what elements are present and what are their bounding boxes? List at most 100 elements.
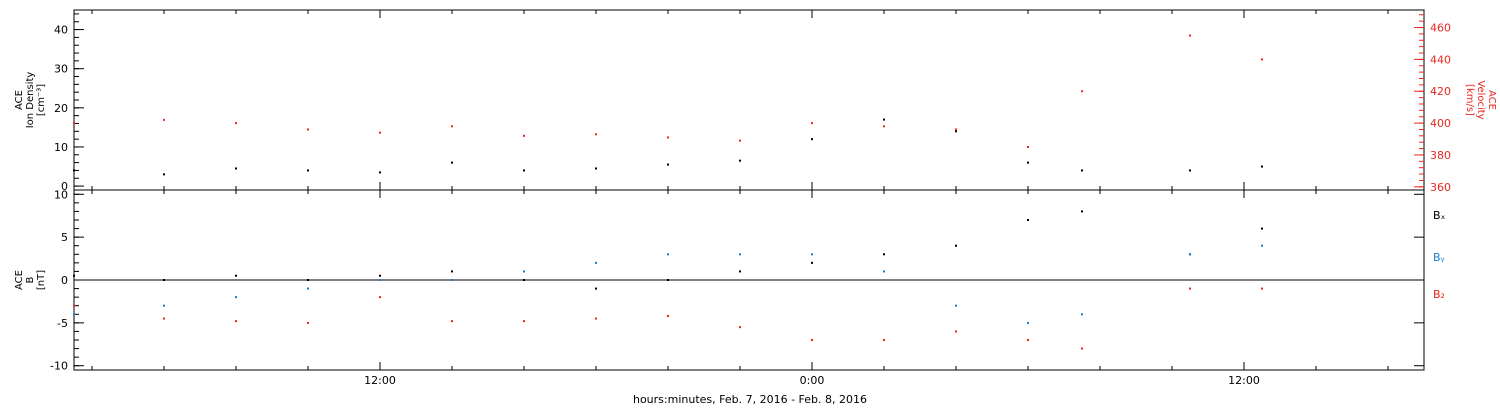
legend-label: B₂ (1433, 288, 1445, 301)
bottom-black-point (73, 274, 75, 277)
top-red-point (883, 125, 885, 128)
y-tick-label-left: 5 (61, 231, 68, 244)
bottom-black-point (235, 274, 237, 277)
velocity-axis-title-line: Velocity (1475, 80, 1486, 119)
bottom-blue-point (235, 296, 237, 299)
bottom-blue-point (1189, 253, 1191, 256)
top-black-point (1189, 169, 1191, 172)
top-red-point (811, 122, 813, 125)
series-layer (73, 34, 1263, 350)
bottom-red-point (811, 339, 813, 341)
y-tick-label-left: 20 (54, 102, 68, 115)
y-tick-label-left: 30 (54, 63, 68, 76)
top-panel-frame (73, 9, 1425, 191)
x-tick-label: 12:00 (1228, 374, 1260, 387)
bottom-black-point (163, 279, 165, 281)
top-black-point (307, 169, 309, 172)
bottom-blue-point (379, 279, 381, 281)
legend-label: Bₓ (1433, 209, 1446, 222)
bottom-black-point (595, 287, 597, 290)
bottom-red-point (955, 330, 957, 333)
y-tick-label-right: 440 (1430, 53, 1451, 66)
bottom-red-point (1081, 347, 1083, 350)
bottom-blue-point (523, 270, 525, 273)
x-tick-label: 12:00 (364, 374, 396, 387)
top-red-point (667, 136, 669, 139)
top-black-point (451, 161, 453, 164)
top-red-point (163, 118, 165, 121)
bottom-red-point (883, 339, 885, 341)
bottom-red-point (1027, 339, 1029, 341)
bfield-axis-title: ACE B [nT] (14, 270, 47, 290)
y-tick-label-right: 460 (1430, 22, 1451, 35)
top-red-point (595, 133, 597, 136)
bottom-black-point (1027, 219, 1029, 221)
bottom-blue-point (883, 270, 885, 273)
bottom-blue-point (595, 261, 597, 264)
bfield-axis-title-line: [nT] (36, 270, 47, 290)
bottom-red-point (235, 320, 237, 323)
bottom-black-point (379, 274, 381, 277)
density-axis-title: ACE Ion Density [cm⁻³] (14, 72, 47, 129)
bottom-red-point (1189, 287, 1191, 290)
bottom-red-point (523, 320, 525, 323)
top-red-point (451, 125, 453, 128)
top-black-point (595, 167, 597, 170)
bottom-black-point (1261, 227, 1263, 230)
y-tick-label-left: -10 (50, 360, 68, 373)
y-tick-label-left: 10 (54, 141, 68, 154)
top-red-point (1027, 145, 1029, 148)
y-tick-label-left: 40 (54, 24, 68, 37)
top-black-point (379, 171, 381, 174)
bottom-blue-point (1081, 313, 1083, 316)
y-tick-label-right: 400 (1430, 117, 1451, 130)
bottom-blue-point (811, 253, 813, 256)
top-red-point (235, 122, 237, 125)
top-black-point (235, 167, 237, 170)
density-axis-title-line: ACE (14, 90, 25, 110)
y-tick-label-left: 0 (61, 180, 68, 193)
top-red-point (1081, 90, 1083, 93)
bottom-red-point (739, 326, 741, 329)
top-black-point (883, 118, 885, 121)
top-black-point (1027, 161, 1029, 164)
velocity-axis-title-line: ACE (1486, 90, 1497, 110)
bottom-blue-point (1261, 244, 1263, 247)
labels-layer: 12:00 0:00 12:00 0 10 20 30 40 360 380 400 420 440 46… (14, 22, 1497, 387)
bottom-red-point (667, 315, 669, 317)
x-axis-title: hours:minutes, Feb. 7, 2016 - Feb. 8, 20… (632, 393, 868, 406)
top-black-point (739, 159, 741, 162)
bfield-axis-title-line: B (25, 276, 36, 283)
bottom-blue-point (955, 304, 957, 307)
bottom-red-point (73, 304, 75, 307)
top-red-point (73, 122, 75, 125)
top-red-point (1261, 58, 1263, 61)
bottom-red-point (163, 317, 165, 320)
top-black-point (163, 173, 165, 176)
top-red-point (379, 131, 381, 134)
y-tick-label-right: 420 (1430, 85, 1451, 98)
legend-label: Bᵧ (1433, 251, 1445, 264)
y-tick-label-right: 360 (1430, 181, 1451, 194)
bottom-blue-point (667, 253, 669, 256)
top-red-point (955, 128, 957, 131)
bottom-black-point (811, 261, 813, 264)
bottom-blue-point (739, 253, 741, 256)
top-red-point (307, 128, 309, 131)
bottom-black-point (667, 279, 669, 281)
top-black-point (1261, 165, 1263, 168)
bottom-red-point (379, 296, 381, 299)
y-tick-label-right: 380 (1430, 149, 1451, 162)
bottom-black-point (523, 279, 525, 281)
bottom-blue-point (1027, 321, 1029, 324)
x-tick-label: 0:00 (800, 374, 825, 387)
bottom-blue-point (307, 287, 309, 290)
bfield-axis-title-line: ACE (14, 270, 25, 290)
density-axis-title-line: Ion Density (25, 72, 36, 129)
top-red-point (1189, 34, 1191, 37)
bottom-black-point (955, 244, 957, 247)
top-red-point (523, 134, 525, 137)
bottom-black-point (883, 253, 885, 256)
